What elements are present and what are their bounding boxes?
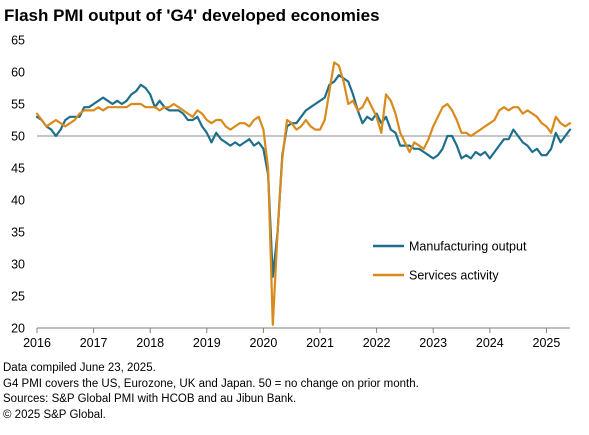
y-tick-label: 60 bbox=[11, 66, 25, 80]
x-tick-label: 2018 bbox=[136, 336, 164, 350]
x-tick-label: 2023 bbox=[419, 336, 447, 350]
y-tick-label: 30 bbox=[11, 258, 25, 272]
y-tick-label: 45 bbox=[11, 162, 25, 176]
y-tick-label: 65 bbox=[11, 34, 25, 48]
x-tick-label: 2024 bbox=[476, 336, 504, 350]
x-tick-label: 2025 bbox=[533, 336, 561, 350]
y-axis: 20 25 30 35 40 45 50 55 60 65 bbox=[11, 34, 25, 336]
legend: Manufacturing output Services activity bbox=[373, 240, 527, 283]
y-tick-label: 50 bbox=[11, 130, 25, 144]
y-tick-label: 40 bbox=[11, 194, 25, 208]
x-tick-label: 2017 bbox=[80, 336, 108, 350]
y-tick-label: 35 bbox=[11, 226, 25, 240]
x-axis: 2016 2017 2018 2019 2020 2021 2022 2023 2024 2025 bbox=[23, 327, 570, 350]
y-tick-label: 25 bbox=[11, 290, 25, 304]
y-tick-label: 55 bbox=[11, 98, 25, 112]
footer-coverage-note: G4 PMI covers the US, Eurozone, UK and J… bbox=[3, 377, 419, 390]
footer-copyright: © 2025 S&P Global. bbox=[3, 408, 106, 421]
series-line-services-activity bbox=[35, 61, 572, 326]
y-tick-label: 20 bbox=[11, 322, 25, 336]
series-group bbox=[35, 61, 572, 326]
footer-sources-note: Sources: S&P Global PMI with HCOB and au… bbox=[3, 393, 297, 405]
x-tick-label: 2021 bbox=[306, 336, 334, 350]
x-tick-label: 2020 bbox=[250, 336, 278, 350]
chart-title: Flash PMI output of 'G4' developed econo… bbox=[4, 6, 380, 25]
x-tick-label: 2019 bbox=[193, 336, 221, 350]
legend-label: Manufacturing output bbox=[409, 240, 527, 254]
series-line-manufacturing-output bbox=[35, 74, 572, 278]
x-tick-label: 2022 bbox=[363, 336, 391, 350]
legend-label: Services activity bbox=[409, 269, 499, 283]
footer-date-note: Data compiled June 23, 2025. bbox=[3, 362, 156, 374]
chart-footer: Data compiled June 23, 2025. G4 PMI cove… bbox=[3, 361, 419, 423]
x-tick-label: 2016 bbox=[23, 336, 51, 350]
